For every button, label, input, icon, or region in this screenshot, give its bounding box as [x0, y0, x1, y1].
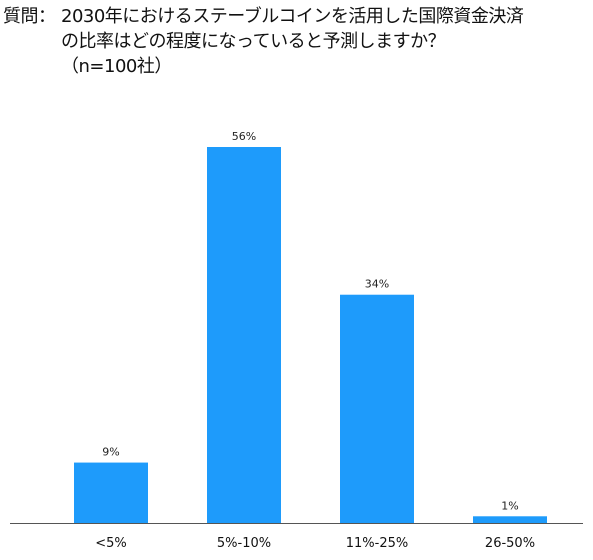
value-label-3: 1%	[501, 499, 518, 512]
value-label-2: 34%	[365, 278, 389, 291]
question-text: 質問： 2030年におけるステーブルコインを活用した国際資金決済 の比率はどの程…	[3, 4, 589, 79]
x-tick-label-0: <5%	[95, 536, 127, 551]
x-tick-label-3: 26-50%	[485, 536, 535, 551]
question-line-1: 2030年におけるステーブルコインを活用した国際資金決済	[61, 6, 524, 27]
question-line-2: の比率はどの程度になっていると予測しますか？	[61, 31, 446, 52]
bar-0	[74, 462, 148, 523]
bar-3	[473, 516, 547, 523]
question-prefix: 質問：	[3, 6, 56, 27]
bar-2	[340, 294, 414, 523]
value-label-0: 9%	[102, 446, 119, 459]
x-tick-label-group: <5% 5%-10% 11%-25% 26-50%	[95, 536, 535, 551]
bar-1	[207, 147, 281, 523]
value-label-group: 9% 56% 34% 1%	[102, 130, 518, 512]
x-tick-label-1: 5%-10%	[217, 536, 271, 551]
bar-group	[74, 147, 547, 523]
sample-size-note: （n=100社）	[61, 56, 172, 77]
x-tick-label-2: 11%-25%	[346, 536, 408, 551]
value-label-1: 56%	[232, 130, 256, 143]
